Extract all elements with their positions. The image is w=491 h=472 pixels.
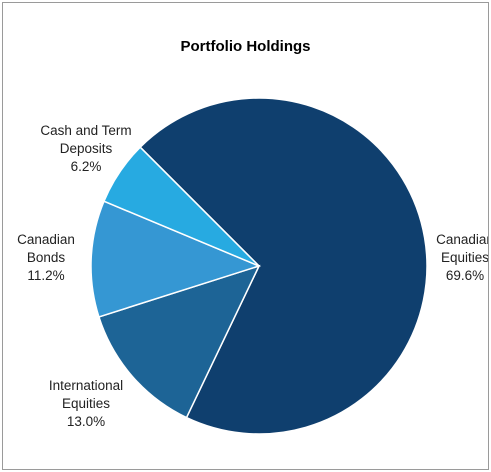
slice-label: Cash and Term Deposits 6.2% <box>26 122 146 176</box>
value-label: 6.2% <box>70 159 102 174</box>
value-label: 69.6% <box>445 268 485 283</box>
pie-slice <box>90 200 262 318</box>
pie-slice <box>103 146 260 267</box>
category-label: Canadian Bonds <box>17 232 75 265</box>
pie <box>90 97 428 435</box>
category-label: Cash and Term Deposits <box>40 123 132 156</box>
pie-slice <box>139 97 428 435</box>
chart-title: Portfolio Holdings <box>180 38 311 55</box>
category-label: International Equities <box>48 378 124 411</box>
value-label: 11.2% <box>27 268 65 283</box>
slice-label: Canadian Equities 69.6% <box>433 231 489 285</box>
slice-label: Canadian Bonds 11.2% <box>11 231 81 285</box>
pie-slice <box>97 264 261 419</box>
category-label: Canadian Equities <box>436 232 489 265</box>
slice-label: International Equities 13.0% <box>36 377 136 431</box>
value-label: 13.0% <box>66 414 106 429</box>
